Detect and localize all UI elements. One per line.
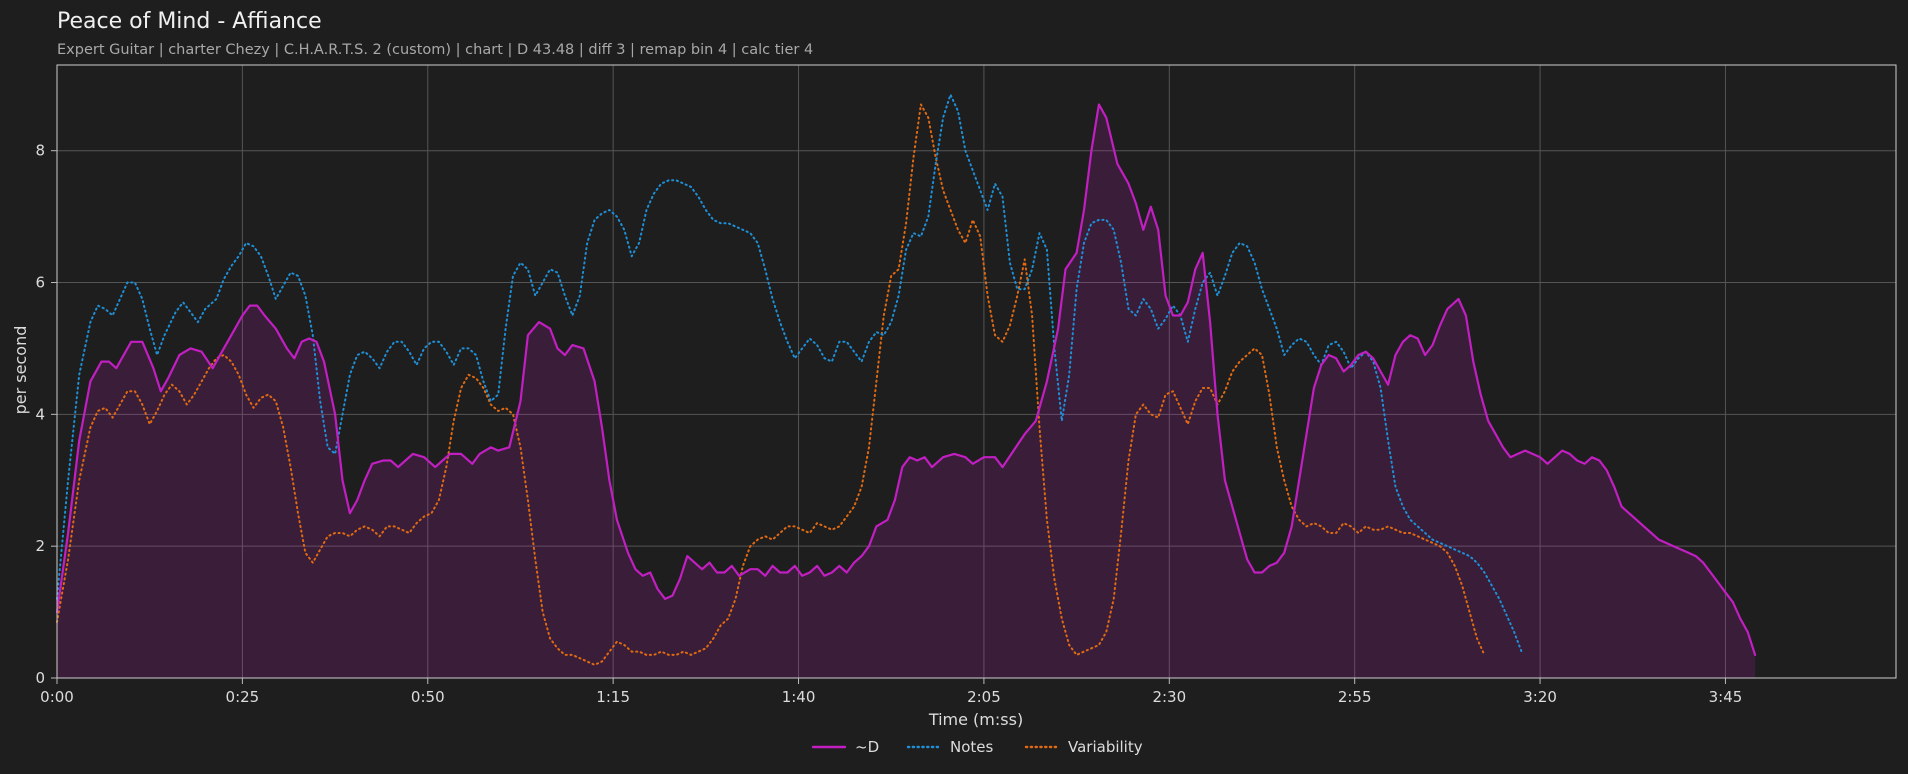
legend-label: ~D <box>855 738 879 756</box>
x-tick-label: 2:30 <box>1152 688 1186 706</box>
chart-subtitle: Expert Guitar | charter Chezy | C.H.A.R.… <box>57 42 813 58</box>
x-tick-label: 0:00 <box>40 688 74 706</box>
x-tick-label: 0:25 <box>226 688 260 706</box>
x-tick-label: 3:45 <box>1709 688 1743 706</box>
x-tick-label: 3:20 <box>1523 688 1557 706</box>
plot-area: 0:00 0:25 0:50 1:15 1:40 2:05 2:30 2:55 3:20 3:45… <box>35 64 1897 706</box>
x-tick-label: 1:15 <box>596 688 630 706</box>
x-tick-label: 2:05 <box>967 688 1001 706</box>
series-area-d <box>57 104 1756 678</box>
legend: ~D Notes Variability <box>811 738 1143 756</box>
x-tick-label: 0:50 <box>411 688 445 706</box>
series-line-d <box>55 103 1757 656</box>
y-axis-label: per second <box>11 326 30 415</box>
plot-frame <box>56 64 1897 679</box>
x-tick-label: 2:55 <box>1338 688 1372 706</box>
y-axis: 0 2 4 6 8 <box>35 142 57 687</box>
series-layer <box>55 93 1757 678</box>
y-tick-label: 6 <box>35 274 45 292</box>
x-tick-label: 1:40 <box>782 688 816 706</box>
y-tick-label: 2 <box>35 537 45 555</box>
chart-title: Peace of Mind - Affiance <box>57 9 322 34</box>
legend-label: Notes <box>950 738 994 756</box>
x-axis-label: Time (m:ss) <box>928 710 1023 729</box>
x-axis: 0:00 0:25 0:50 1:15 1:40 2:05 2:30 2:55 3:20 3:45 <box>40 678 1742 706</box>
legend-label: Variability <box>1068 738 1143 756</box>
y-tick-label: 4 <box>35 405 45 423</box>
y-tick-label: 8 <box>35 142 45 160</box>
y-tick-label: 0 <box>35 669 45 687</box>
series-line-notes <box>56 93 1523 653</box>
plot-background <box>57 65 1896 678</box>
series-line-variability <box>56 103 1486 666</box>
